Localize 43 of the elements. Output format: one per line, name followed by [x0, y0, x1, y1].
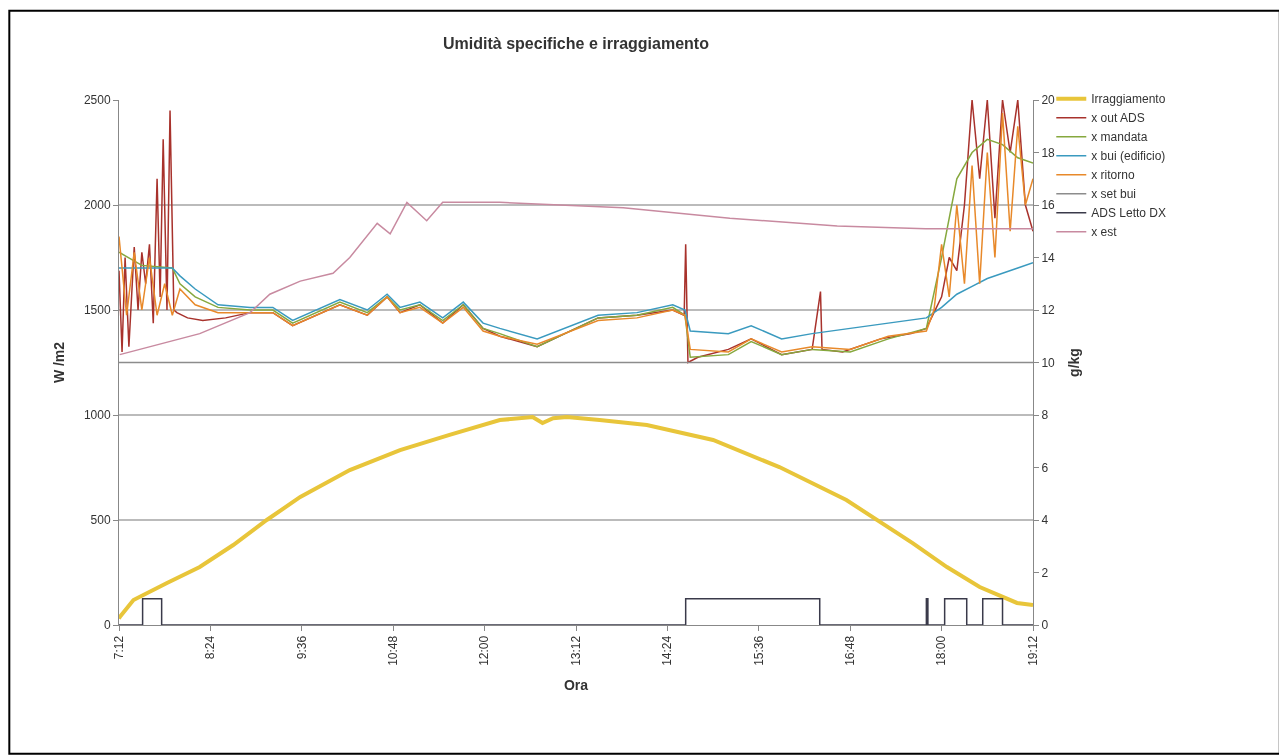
line-series	[119, 415, 1033, 621]
legend-label: x est	[1091, 225, 1118, 240]
y2-tick-label: 6	[1041, 460, 1049, 475]
y-axis-title: W /m2	[51, 341, 68, 384]
y2-tick-label: 8	[1041, 408, 1049, 423]
y2-tick-label: 2	[1041, 565, 1049, 580]
x-tick-label: 16:48	[843, 635, 858, 666]
x-tick-label: 10:48	[386, 635, 401, 666]
y-tick-label: 500	[90, 513, 111, 528]
x-tick-label: 14:24	[660, 635, 675, 666]
legend-label: x out ADS	[1091, 111, 1145, 126]
y2-tick-label: 12	[1041, 303, 1056, 318]
x-tick-label: 12:00	[477, 635, 492, 666]
y2-axis-title: g/kg	[1066, 348, 1083, 377]
y2-tick-label: 4	[1041, 513, 1049, 528]
legend-label: x set bui	[1091, 187, 1136, 202]
x-tick-label: 9:36	[294, 635, 309, 660]
chart-title: Umidità specifiche e irraggiamento	[443, 35, 710, 52]
y2-tick-label: 10	[1041, 355, 1056, 370]
y-tick-label: 1500	[83, 303, 111, 318]
y-tick-label: 2000	[83, 198, 111, 213]
x-tick-label: 15:36	[751, 635, 766, 666]
legend-label: ADS Letto DX	[1091, 206, 1166, 221]
x-tick-label: 18:00	[934, 635, 949, 666]
x-axis-title: Ora	[563, 677, 589, 694]
x-tick-label: 19:12	[1025, 635, 1040, 666]
legend-label: x mandata	[1091, 130, 1148, 145]
y-tick-label: 2500	[83, 93, 111, 108]
x-tick-label: 7:12	[111, 635, 126, 660]
line-series	[119, 201, 1033, 356]
legend-label: x ritorno	[1091, 168, 1135, 183]
line-series	[119, 262, 1033, 340]
y-tick-label: 1000	[83, 408, 111, 423]
x-tick-label: 13:12	[568, 635, 583, 666]
y2-tick-label: 20	[1041, 93, 1056, 108]
legend-label: Irraggiamento	[1091, 92, 1166, 107]
y2-tick-label: 16	[1041, 198, 1056, 213]
y2-tick-label: 0	[1041, 618, 1049, 633]
y2-tick-label: 14	[1041, 250, 1056, 265]
legend-label: x bui (edificio)	[1091, 149, 1166, 164]
y-tick-label: 0	[103, 618, 111, 633]
y2-tick-label: 18	[1041, 145, 1056, 160]
x-tick-label: 8:24	[203, 635, 218, 660]
